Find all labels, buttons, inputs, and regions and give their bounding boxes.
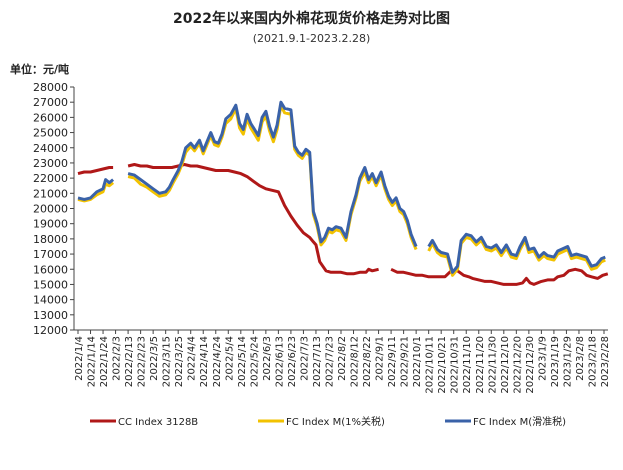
x-tick-label: 2023/2/18 — [587, 336, 598, 387]
x-axis-ticks: 2022/1/4 2022/1/14 2022/1/24 2022/2/3 2022/2… — [74, 330, 611, 394]
y-tick-label: 14000 — [33, 294, 68, 307]
x-tick-label: 2022/1/14 — [87, 336, 98, 387]
y-tick-label: 13000 — [33, 309, 68, 322]
series-line — [427, 232, 606, 274]
x-tick-label: 2022/9/21 — [400, 336, 411, 387]
y-tick-label: 28000 — [33, 81, 68, 94]
x-tick-label: 2023/2/8 — [575, 336, 586, 381]
x-tick-label: 2022/10/11 — [425, 336, 436, 394]
legend-label: FC Index M(1%关税) — [286, 415, 385, 428]
legend-label: FC Index M(滑准税) — [473, 415, 566, 428]
x-tick-label: 2022/2/3 — [112, 336, 123, 381]
x-tick-label: 2022/8/2 — [337, 336, 348, 381]
series-line — [77, 178, 115, 201]
legend-label: CC Index 3128B — [118, 417, 198, 428]
y-tick-label: 25000 — [33, 127, 68, 140]
y-axis-ticks: 12000 13000 14000 15000 16000 17000 18000 19000… — [33, 81, 74, 337]
y-tick-label: 26000 — [33, 111, 68, 124]
y-tick-label: 23000 — [33, 157, 68, 170]
x-tick-label: 2022/5/24 — [249, 336, 260, 387]
x-tick-label: 2022/12/20 — [512, 336, 523, 394]
x-tick-label: 2022/3/15 — [162, 336, 173, 387]
x-tick-label: 2023/1/9 — [537, 336, 548, 381]
series-line — [390, 267, 609, 286]
x-tick-label: 2022/3/25 — [174, 336, 185, 387]
y-tick-label: 16000 — [33, 263, 68, 276]
x-tick-label: 2022/11/20 — [475, 336, 486, 394]
series-line — [427, 235, 606, 277]
y-tick-label: 17000 — [33, 248, 68, 261]
x-tick-label: 2022/6/23 — [287, 336, 298, 387]
x-tick-label: 2023/2/28 — [600, 336, 611, 387]
y-tick-label: 24000 — [33, 142, 68, 155]
x-tick-label: 2022/1/24 — [99, 336, 110, 387]
x-tick-label: 2022/5/14 — [237, 336, 248, 387]
x-tick-label: 2022/10/31 — [450, 336, 461, 394]
x-tick-label: 2022/4/14 — [199, 336, 210, 387]
x-tick-label: 2022/2/13 — [124, 336, 135, 387]
x-tick-label: 2023/1/29 — [562, 336, 573, 387]
x-tick-label: 2022/4/24 — [212, 336, 223, 387]
x-tick-label: 2022/8/22 — [362, 336, 373, 387]
x-tick-label: 2022/10/21 — [437, 336, 448, 394]
x-tick-label: 2022/12/30 — [525, 336, 536, 394]
x-tick-label: 2022/11/10 — [462, 336, 473, 394]
chart-title: 2022年以来国内外棉花现货价格走势对比图 — [173, 11, 450, 27]
y-tick-label: 20000 — [33, 203, 68, 216]
x-tick-label: 2022/7/23 — [324, 336, 335, 387]
y-tick-label: 12000 — [33, 324, 68, 337]
y-tick-label: 15000 — [33, 278, 68, 291]
y-tick-label: 22000 — [33, 172, 68, 185]
x-tick-label: 2022/9/11 — [387, 336, 398, 387]
x-tick-label: 2022/1/4 — [74, 336, 85, 381]
x-tick-label: 2022/12/10 — [500, 336, 511, 394]
x-tick-label: 2022/3/5 — [149, 336, 160, 381]
x-tick-label: 2022/6/3 — [262, 336, 273, 381]
x-tick-label: 2022/4/4 — [187, 336, 198, 381]
chart-subtitle: (2021.9.1-2023.2.28) — [252, 32, 371, 45]
x-tick-label: 2022/11/30 — [487, 336, 498, 394]
x-tick-label: 2022/2/23 — [137, 336, 148, 387]
x-tick-label: 2022/7/3 — [299, 336, 310, 381]
y-tick-label: 27000 — [33, 96, 68, 109]
y-tick-label: 21000 — [33, 187, 68, 200]
x-tick-label: 2022/6/13 — [274, 336, 285, 387]
x-tick-label: 2022/8/12 — [350, 336, 361, 387]
unit-label: 单位：元/吨 — [10, 63, 70, 76]
series-line — [127, 163, 379, 276]
series-line — [127, 100, 418, 248]
x-tick-label: 2022/5/4 — [224, 336, 235, 381]
x-tick-label: 2022/10/1 — [412, 336, 423, 387]
legend: CC Index 3128B FC Index M(1%关税) FC Index M… — [90, 415, 566, 428]
series-3 — [77, 100, 606, 274]
y-tick-label: 19000 — [33, 218, 68, 231]
series-1 — [77, 163, 609, 286]
x-tick-label: 2023/1/19 — [550, 336, 561, 387]
axes — [73, 87, 608, 331]
series-line — [77, 166, 114, 176]
y-tick-label: 18000 — [33, 233, 68, 246]
x-tick-label: 2022/9/1 — [375, 336, 386, 381]
x-tick-label: 2022/7/13 — [312, 336, 323, 387]
series-lines — [77, 100, 609, 286]
